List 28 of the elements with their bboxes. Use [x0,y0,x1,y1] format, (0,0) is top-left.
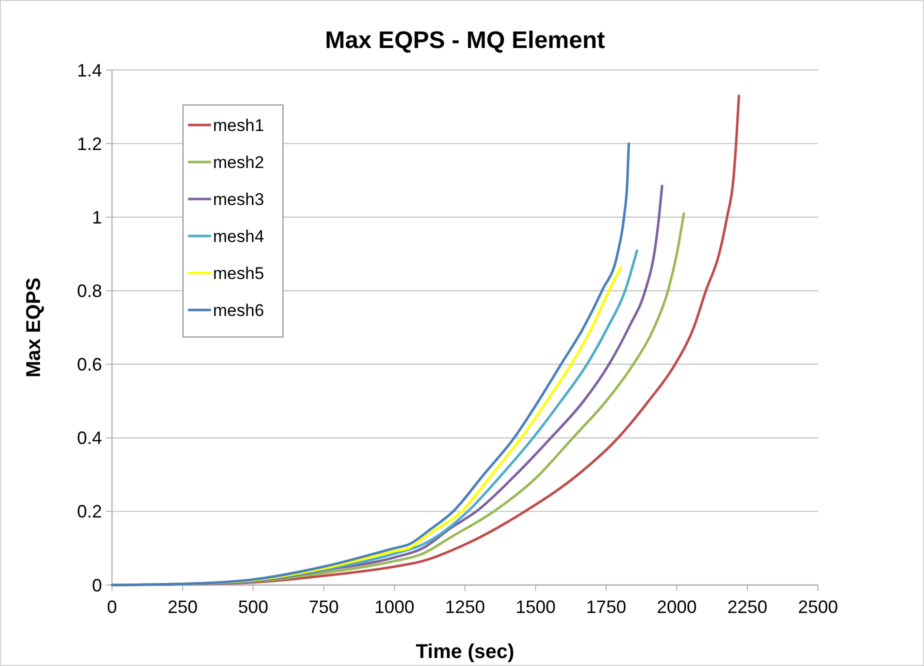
x-tick-label: 1250 [444,597,486,617]
x-tick-label: 750 [308,597,339,617]
y-tick-label: 0 [92,575,102,596]
y-tick-label: 1 [92,207,102,228]
x-tick-label: 1000 [374,597,414,617]
x-axis-title: Time (sec) [416,641,514,663]
y-tick-label: 0.6 [76,354,102,375]
x-tick-label: 250 [168,597,198,617]
x-tick-label: 1500 [516,597,556,617]
legend-label: mesh3 [213,190,264,209]
x-tick-label: 500 [238,597,268,617]
legend-label: mesh2 [213,152,264,172]
x-tick-label: 2000 [656,597,697,617]
y-axis-title: Max EQPS [23,277,45,378]
y-tick-label: 1.2 [76,134,102,154]
legend-label: mesh6 [213,300,264,320]
legend-label: mesh4 [213,226,264,246]
x-tick-label: 1750 [586,597,626,617]
chart-title: Max EQPS - MQ Element [324,27,606,54]
x-tick-label: 2250 [727,597,768,617]
legend-label: mesh5 [213,264,264,283]
x-tick-label: 0 [106,597,118,617]
y-tick-label: 0.8 [76,281,102,302]
legend-label: mesh1 [213,116,264,135]
x-tick-label: 2500 [798,597,838,617]
y-tick-label: 0.2 [76,502,102,522]
y-tick-label: 1.4 [76,60,102,80]
y-tick-label: 0.4 [76,428,102,448]
